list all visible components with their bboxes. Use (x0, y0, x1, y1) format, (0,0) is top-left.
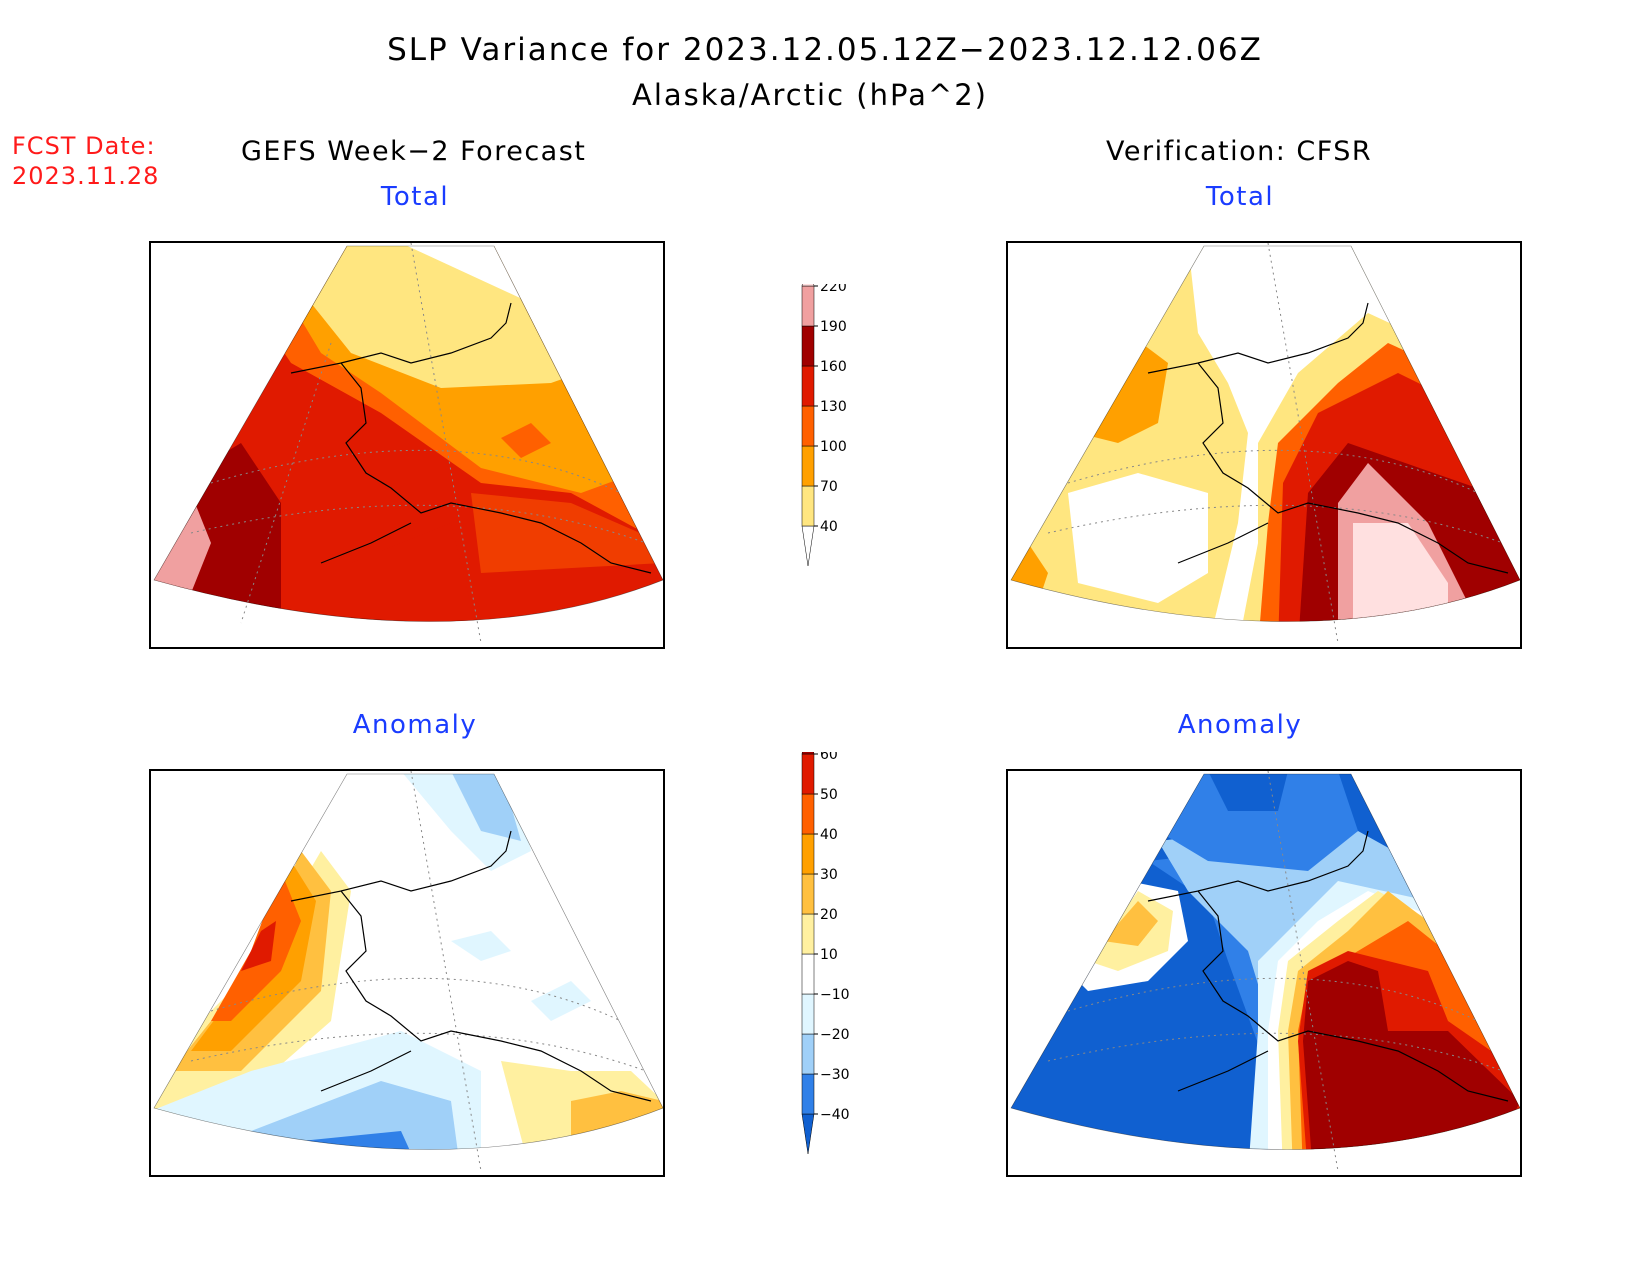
map-cfsr-anomaly (1006, 769, 1522, 1177)
colorbar-total-swatch-7 (801, 284, 815, 287)
colorbar-total-swatch-2 (801, 445, 815, 487)
colorbar-total-tick-label-1: 70 (820, 479, 838, 495)
colorbar-anomaly-tick-label-7: 40 (820, 827, 838, 843)
colorbar-total-swatch-6 (801, 285, 815, 327)
colorbar-anomaly-tick-label-9: 60 (820, 752, 838, 763)
panel-label-top-left: Total (380, 182, 450, 212)
colorbar-total-tick-label-4: 160 (820, 359, 847, 375)
panel-label-bottom-left: Anomaly (352, 710, 478, 740)
colorbar-total-swatch-5 (801, 325, 815, 367)
colorbar-total: 40 70 100 130 160 190 220 (801, 284, 847, 567)
colorbar-anomaly-swatch-4 (801, 953, 815, 995)
colorbar-anomaly-swatch-5 (801, 913, 815, 955)
colorbar-anomaly: −40 −30 −20 −10 10 20 30 40 50 60 (801, 752, 850, 1155)
left-column-heading: GEFS Week−2 Forecast (241, 136, 587, 167)
colorbar-total-tick-label-5: 190 (820, 319, 847, 335)
figure-subtitle: Alaska/Arctic (hPa^2) (632, 78, 988, 112)
colorbar-anomaly-swatch-10 (801, 752, 815, 755)
colorbar-total-swatch-1 (801, 485, 815, 527)
colorbar-total-tick-label-2: 100 (820, 439, 847, 455)
colorbar-total-swatch-3 (801, 405, 815, 447)
map-gefs-anomaly (149, 769, 665, 1177)
right-column-heading: Verification: CFSR (1106, 136, 1373, 167)
fcst-date-label: FCST Date: (12, 132, 156, 160)
colorbar-anomaly-swatch-7 (801, 833, 815, 875)
colorbar-total-tick-label-3: 130 (820, 399, 847, 415)
fcst-date-value: 2023.11.28 (12, 162, 160, 190)
colorbar-anomaly-swatch-1 (801, 1073, 815, 1115)
colorbar-total-swatch-4 (801, 365, 815, 407)
colorbar-anomaly-swatch-8 (801, 793, 815, 835)
colorbar-anomaly-swatch-9 (801, 753, 815, 795)
colorbar-anomaly-swatch-3 (801, 993, 815, 1035)
colorbar-anomaly-swatch-0 (801, 1113, 815, 1155)
colorbar-anomaly-tick-label-2: −20 (820, 1027, 850, 1043)
colorbar-anomaly-tick-label-5: 20 (820, 907, 838, 923)
colorbar-anomaly-tick-label-1: −30 (820, 1067, 850, 1083)
colorbar-total-tick-label-0: 40 (820, 519, 838, 535)
colorbar-anomaly-swatch-6 (801, 873, 815, 915)
colorbar-anomaly-tick-label-6: 30 (820, 867, 838, 883)
colorbar-anomaly-swatch-2 (801, 1033, 815, 1075)
colorbar-total-swatch-0 (801, 525, 815, 567)
panel-label-bottom-right: Anomaly (1177, 710, 1303, 740)
colorbar-total-tick-label-6: 220 (820, 284, 847, 295)
colorbar-anomaly-tick-label-3: −10 (820, 987, 850, 1003)
map-cfsr-total (1006, 241, 1522, 649)
colorbar-anomaly-tick-label-4: 10 (820, 947, 838, 963)
figure-title: SLP Variance for 2023.12.05.12Z−2023.12.… (387, 32, 1263, 68)
colorbar-anomaly-tick-label-8: 50 (820, 787, 838, 803)
map-gefs-total (149, 241, 665, 649)
panel-label-top-right: Total (1205, 182, 1275, 212)
colorbar-anomaly-tick-label-0: −40 (820, 1107, 850, 1123)
